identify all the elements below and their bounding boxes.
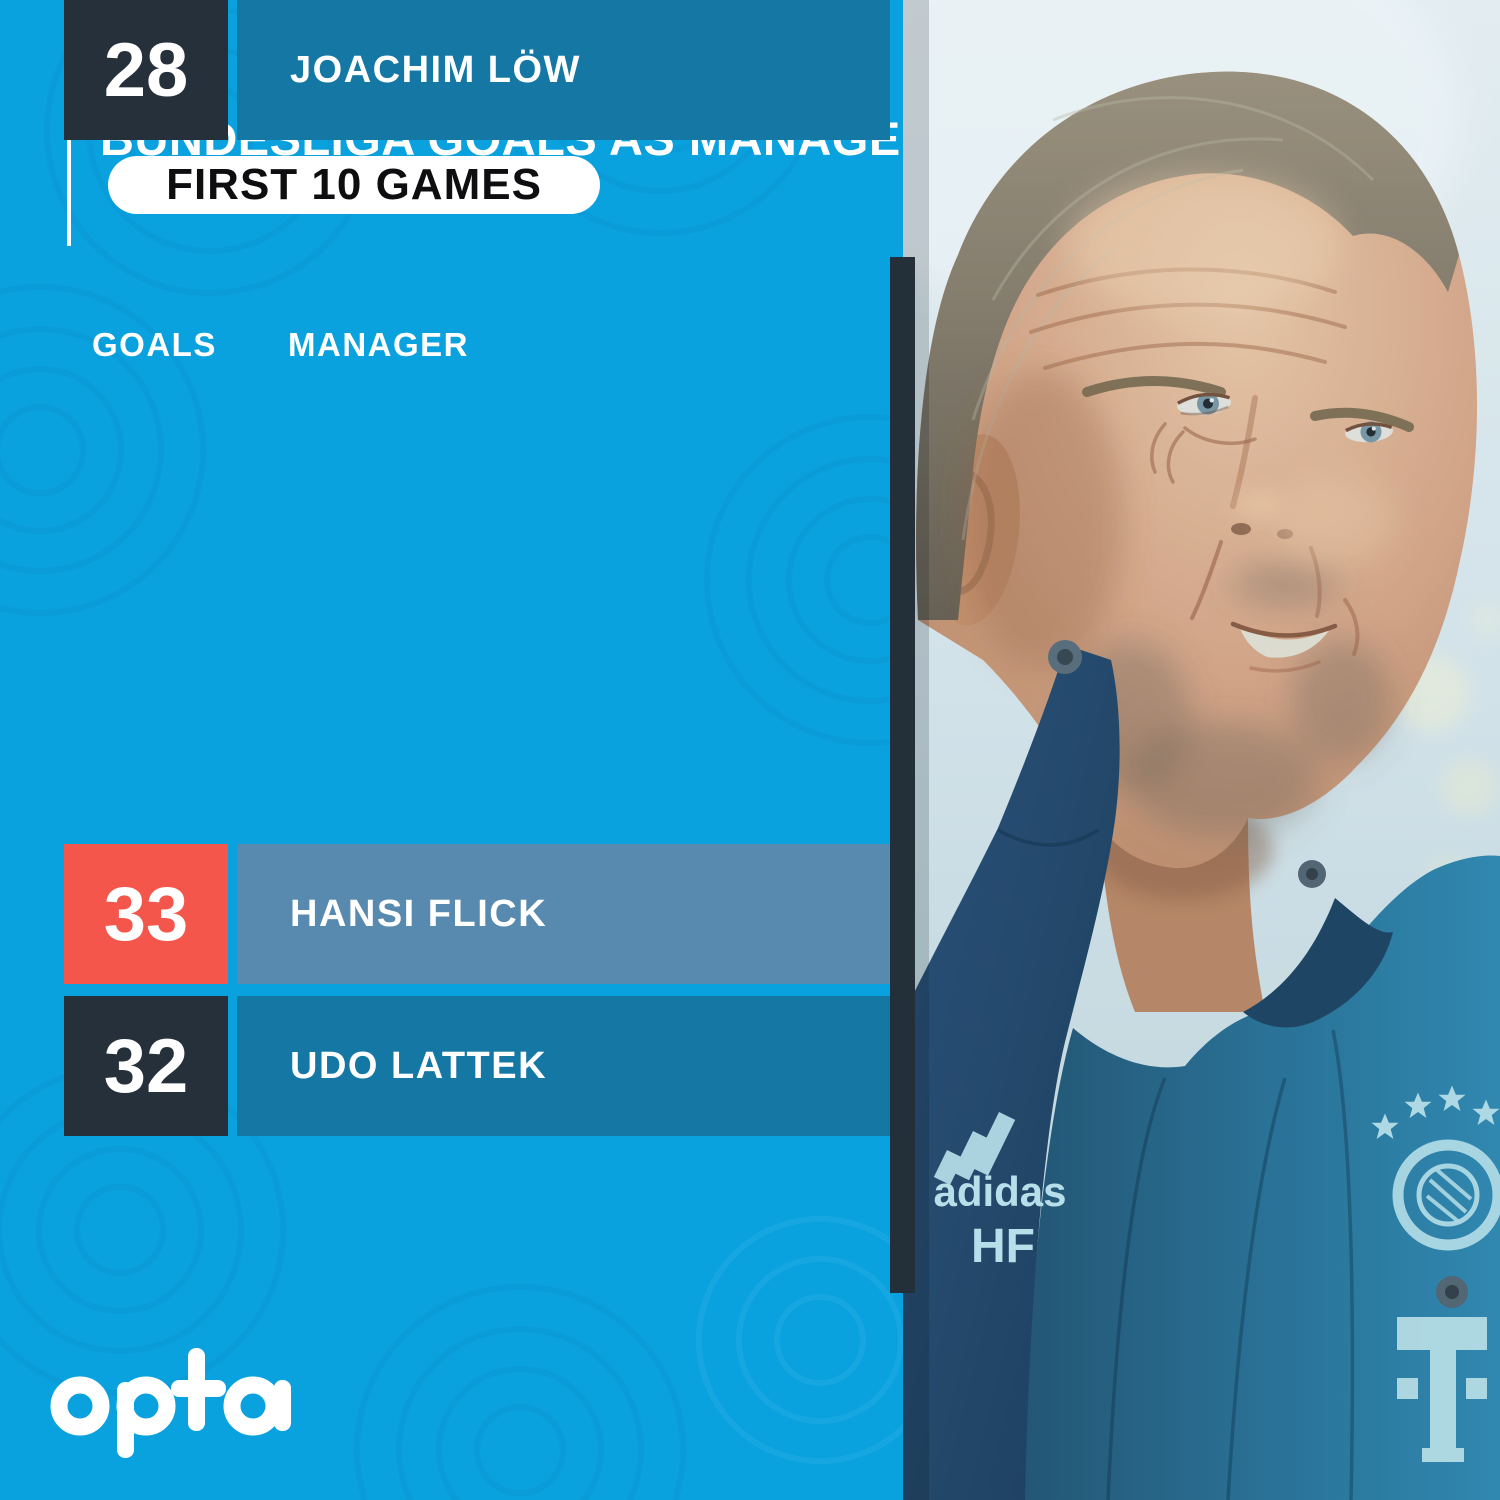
subtitle-badge-label: FIRST 10 GAMES bbox=[166, 160, 542, 209]
manager-column-header: MANAGER bbox=[288, 326, 469, 363]
panel-edge-strip bbox=[890, 257, 915, 1293]
manager-photo-illustration: adidas HF bbox=[903, 0, 1500, 1500]
manager-name: HANSI FLICK bbox=[237, 844, 890, 984]
jacket: adidas HF bbox=[903, 640, 1500, 1500]
left-eye bbox=[1176, 392, 1231, 416]
goals-value: 33 bbox=[64, 844, 228, 984]
right-eye bbox=[1345, 421, 1393, 443]
stats-panel: BUNDESLIGA GOALS AS MANAGER FIRST 10 GAM… bbox=[0, 0, 903, 1500]
opta-logo: opta bbox=[48, 1338, 298, 1468]
title-accent-line bbox=[67, 48, 71, 246]
table-header: GOALS MANAGER bbox=[0, 326, 903, 366]
manager-photo: adidas HF bbox=[903, 0, 1500, 1500]
table-row: 28 JOACHIM LÖW bbox=[64, 0, 890, 140]
manager-name: JOACHIM LÖW bbox=[237, 0, 890, 140]
club-crest bbox=[1371, 1085, 1500, 1251]
snap-buttons bbox=[1048, 640, 1468, 1308]
table-row: 32 UDO LATTEK bbox=[64, 996, 890, 1136]
goals-column-header: GOALS bbox=[92, 326, 217, 363]
subtitle-badge: FIRST 10 GAMES bbox=[108, 156, 600, 214]
table-row: 33 HANSI FLICK bbox=[64, 844, 890, 984]
telekom-logo bbox=[1397, 1317, 1487, 1462]
adidas-logo bbox=[933, 1112, 1016, 1185]
adidas-wordmark: adidas bbox=[933, 1168, 1066, 1215]
manager-name: UDO LATTEK bbox=[237, 996, 890, 1136]
goals-value: 28 bbox=[64, 0, 228, 140]
opta-logo-mark bbox=[50, 1348, 291, 1458]
goals-value: 32 bbox=[64, 996, 228, 1136]
jacket-initials: HF bbox=[971, 1220, 1035, 1273]
